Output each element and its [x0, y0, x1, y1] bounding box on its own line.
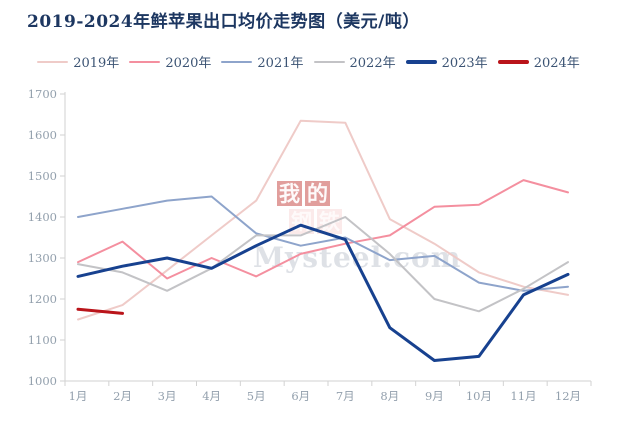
legend-label: 2023年 — [441, 56, 488, 71]
x-axis-label: 3月 — [158, 389, 177, 403]
legend-line-swatch — [405, 59, 437, 64]
series-line-2019 — [77, 119, 569, 321]
legend-item-2024[interactable]: 2024年 — [497, 52, 580, 71]
legend-line-swatch — [497, 59, 529, 64]
x-axis-label: 11月 — [510, 389, 536, 403]
y-axis-label: 1100 — [28, 333, 57, 347]
legend-line-swatch — [129, 60, 161, 63]
legend-label: 2024年 — [533, 56, 580, 71]
legend-line-swatch — [37, 60, 69, 63]
legend-label: 2021年 — [257, 56, 304, 71]
x-axis-label: 6月 — [291, 389, 310, 403]
x-axis-label: 5月 — [247, 389, 266, 403]
y-axis-label: 1500 — [28, 169, 57, 183]
y-axis-label: 1000 — [28, 374, 57, 388]
legend-item-2019[interactable]: 2019年 — [37, 52, 119, 71]
chart-legend: 2019年 2020年 2021年 2022年 2023年 2024年 — [0, 52, 617, 71]
chart-title: 2019-2024年鲜苹果出口均价走势图（美元/吨） — [27, 12, 420, 32]
legend-label: 2022年 — [349, 56, 396, 71]
series-line-2021 — [77, 195, 569, 292]
series-line-2020 — [77, 179, 569, 280]
x-axis-label: 7月 — [336, 389, 355, 403]
x-axis-label: 1月 — [69, 389, 88, 403]
x-axis-label: 2月 — [113, 389, 132, 403]
series-line-2022 — [77, 216, 569, 313]
y-axis-label: 1400 — [28, 210, 57, 224]
x-axis-label: 8月 — [380, 389, 399, 403]
y-axis-label: 1600 — [28, 128, 57, 142]
legend-label: 2019年 — [73, 56, 120, 71]
series-line-2023 — [76, 223, 570, 362]
legend-item-2021[interactable]: 2021年 — [221, 52, 304, 71]
legend-line-swatch — [221, 60, 253, 63]
y-axis-label: 1300 — [28, 251, 57, 265]
y-axis-label: 1700 — [28, 87, 57, 101]
x-axis-label: 10月 — [466, 389, 492, 403]
x-axis-label: 4月 — [202, 389, 221, 403]
x-axis-label: 9月 — [425, 389, 444, 403]
legend-item-2020[interactable]: 2020年 — [129, 52, 211, 71]
legend-line-swatch — [313, 60, 345, 63]
series-line-2024 — [76, 307, 124, 315]
legend-item-2022[interactable]: 2022年 — [313, 52, 396, 71]
y-axis-label: 1200 — [28, 292, 57, 306]
x-axis-label: 12月 — [555, 389, 581, 403]
legend-label: 2020年 — [165, 56, 212, 71]
legend-item-2023[interactable]: 2023年 — [405, 52, 488, 71]
